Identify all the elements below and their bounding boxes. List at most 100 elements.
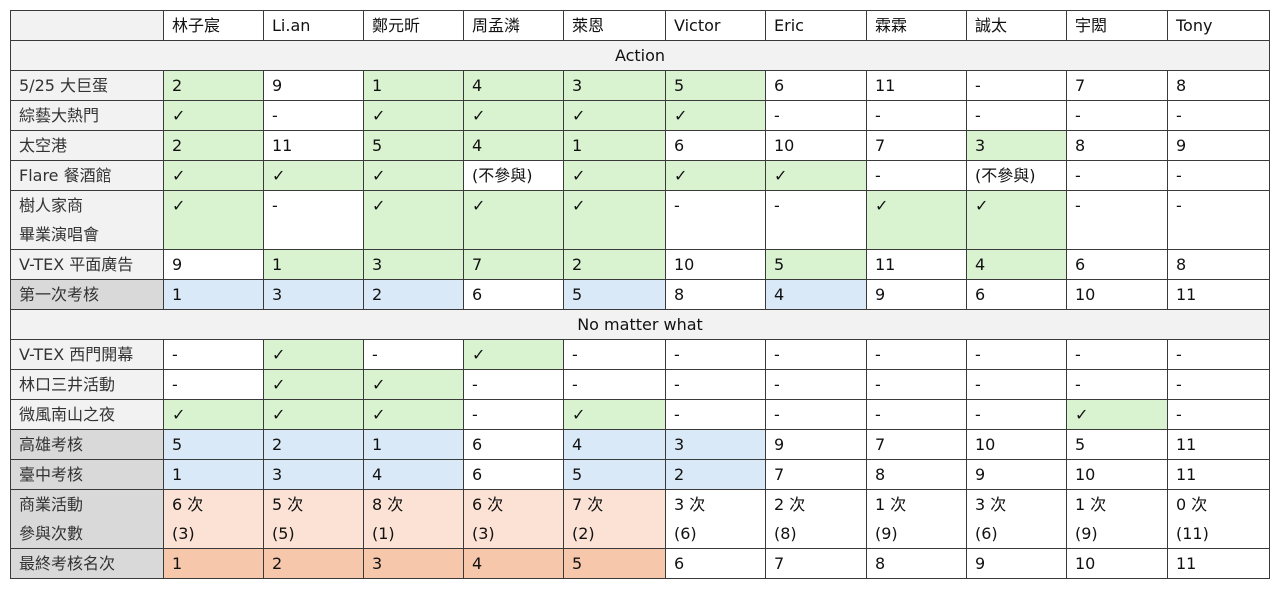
section-title: No matter what xyxy=(10,309,1270,340)
table-cell: ✓ xyxy=(463,339,564,370)
table-cell: ✓ xyxy=(163,100,264,131)
table-cell: 2 xyxy=(665,459,766,490)
table-cell: 1 xyxy=(163,548,264,579)
table-cell: - xyxy=(563,339,666,370)
table-cell: 4 xyxy=(463,70,564,101)
table-cell: 1 xyxy=(363,70,464,101)
column-header: 鄭元昕 xyxy=(363,10,464,41)
table-cell: 0 次 (11) xyxy=(1167,489,1270,549)
table-cell: - xyxy=(765,100,867,131)
table-cell: 6 xyxy=(665,130,766,161)
table-cell: - xyxy=(1167,399,1270,430)
table-cell: - xyxy=(1066,369,1168,400)
column-header: Tony xyxy=(1167,10,1270,41)
table-row: 太空港 2 11 5 4 1 6 10 7 3 8 9 xyxy=(10,130,1270,161)
row-label: Flare 餐酒館 xyxy=(10,160,164,191)
table-cell: - xyxy=(765,190,867,250)
table-cell: 5 xyxy=(765,249,867,280)
table-cell: - xyxy=(1167,369,1270,400)
table-row: 綜藝大熱門 ✓ - ✓ ✓ ✓ ✓ - - - - - xyxy=(10,100,1270,131)
table-cell: - xyxy=(1167,339,1270,370)
table-cell: - xyxy=(1066,339,1168,370)
table-cell: 5 xyxy=(163,429,264,460)
table-cell: 3 xyxy=(665,429,766,460)
table-cell: - xyxy=(866,399,967,430)
table-cell: - xyxy=(665,190,766,250)
table-cell: 6 xyxy=(1066,249,1168,280)
row-label: 高雄考核 xyxy=(10,429,164,460)
table-cell: 11 xyxy=(866,249,967,280)
row-label: V-TEX 西門開幕 xyxy=(10,339,164,370)
table-cell: 3 次 (6) xyxy=(966,489,1067,549)
table-cell: 2 次 (8) xyxy=(765,489,867,549)
table-cell: 5 xyxy=(1066,429,1168,460)
table-cell: 10 xyxy=(1066,548,1168,579)
table-cell: ✓ xyxy=(263,399,364,430)
table-cell: 7 次 (2) xyxy=(563,489,666,549)
row-label: 5/25 大巨蛋 xyxy=(10,70,164,101)
table-cell: 6 xyxy=(463,459,564,490)
table-row: 5/25 大巨蛋 2 9 1 4 3 5 6 11-7 8 xyxy=(10,70,1270,101)
table-cell: - xyxy=(263,190,364,250)
table-cell: 4 xyxy=(966,249,1067,280)
table-cell: 9 xyxy=(966,548,1067,579)
table-cell: ✓ xyxy=(463,190,564,250)
table-cell: 2 xyxy=(363,279,464,310)
table-cell: - xyxy=(966,399,1067,430)
table-cell: - xyxy=(665,399,766,430)
table-cell: ✓ xyxy=(665,160,766,191)
table-row: 臺中考核 1 3 4 6 5 2 7 8 9 10 11 xyxy=(10,459,1270,490)
table-cell: 2 xyxy=(563,249,666,280)
table-cell: 4 xyxy=(463,130,564,161)
table-cell: 8 次 (1) xyxy=(363,489,464,549)
table-cell: 4 xyxy=(463,548,564,579)
column-header: 誠太 xyxy=(966,10,1067,41)
table-cell: - xyxy=(765,339,867,370)
table-cell: 7 xyxy=(866,429,967,460)
table-row: 第一次考核 1 3 2 6 5 8 4 9 6 10 11 xyxy=(10,279,1270,310)
table-cell: 11 xyxy=(1167,429,1270,460)
table-cell: 7 xyxy=(1066,70,1168,101)
table-cell: 9 xyxy=(966,459,1067,490)
section-row: Action xyxy=(10,40,1270,71)
table-cell: 7 xyxy=(765,459,867,490)
table-cell: - xyxy=(866,100,967,131)
table-cell: ✓ xyxy=(363,369,464,400)
section-title: Action xyxy=(10,40,1270,71)
table-cell: 10 xyxy=(765,130,867,161)
column-header: Li.an xyxy=(263,10,364,41)
table-cell: - xyxy=(163,369,264,400)
table-cell: ✓ xyxy=(363,160,464,191)
table-cell: 5 xyxy=(563,459,666,490)
table-cell: 8 xyxy=(866,459,967,490)
table-row: 最終考核名次 1 2 3 4 5 6 7 8 9 10 11 xyxy=(10,548,1270,579)
table-cell: - xyxy=(665,369,766,400)
column-header: Eric xyxy=(765,10,867,41)
row-label: 綜藝大熱門 xyxy=(10,100,164,131)
table-cell: 3 xyxy=(363,548,464,579)
column-header: 林子宸 xyxy=(163,10,264,41)
table-cell: 2 xyxy=(163,130,264,161)
table-row: 高雄考核 5 2 1 6 4 3 9 7 10 5 11 xyxy=(10,429,1270,460)
table-cell: - xyxy=(1167,100,1270,131)
table-cell: 11 xyxy=(1167,459,1270,490)
table-cell: 10 xyxy=(966,429,1067,460)
table-cell: 4 xyxy=(765,279,867,310)
table-cell: - xyxy=(1066,160,1168,191)
table-row: 林口三井活動 - ✓ ✓ - - - - - - - - xyxy=(10,369,1270,400)
table-cell: 1 xyxy=(163,459,264,490)
table-cell: 9 xyxy=(1167,130,1270,161)
table-cell: 5 次 (5) xyxy=(263,489,364,549)
table-cell: 8 xyxy=(866,548,967,579)
table-cell: ✓ xyxy=(866,190,967,250)
table-cell: 6 xyxy=(463,279,564,310)
table-cell: - xyxy=(263,100,364,131)
table-cell: 6 xyxy=(463,429,564,460)
table-cell: ✓ xyxy=(765,160,867,191)
row-label: 臺中考核 xyxy=(10,459,164,490)
table-cell: - xyxy=(866,339,967,370)
table-cell: - xyxy=(866,369,967,400)
table-cell: 10 xyxy=(1066,279,1168,310)
table-cell: (不參與) xyxy=(463,160,564,191)
table-cell: ✓ xyxy=(163,160,264,191)
